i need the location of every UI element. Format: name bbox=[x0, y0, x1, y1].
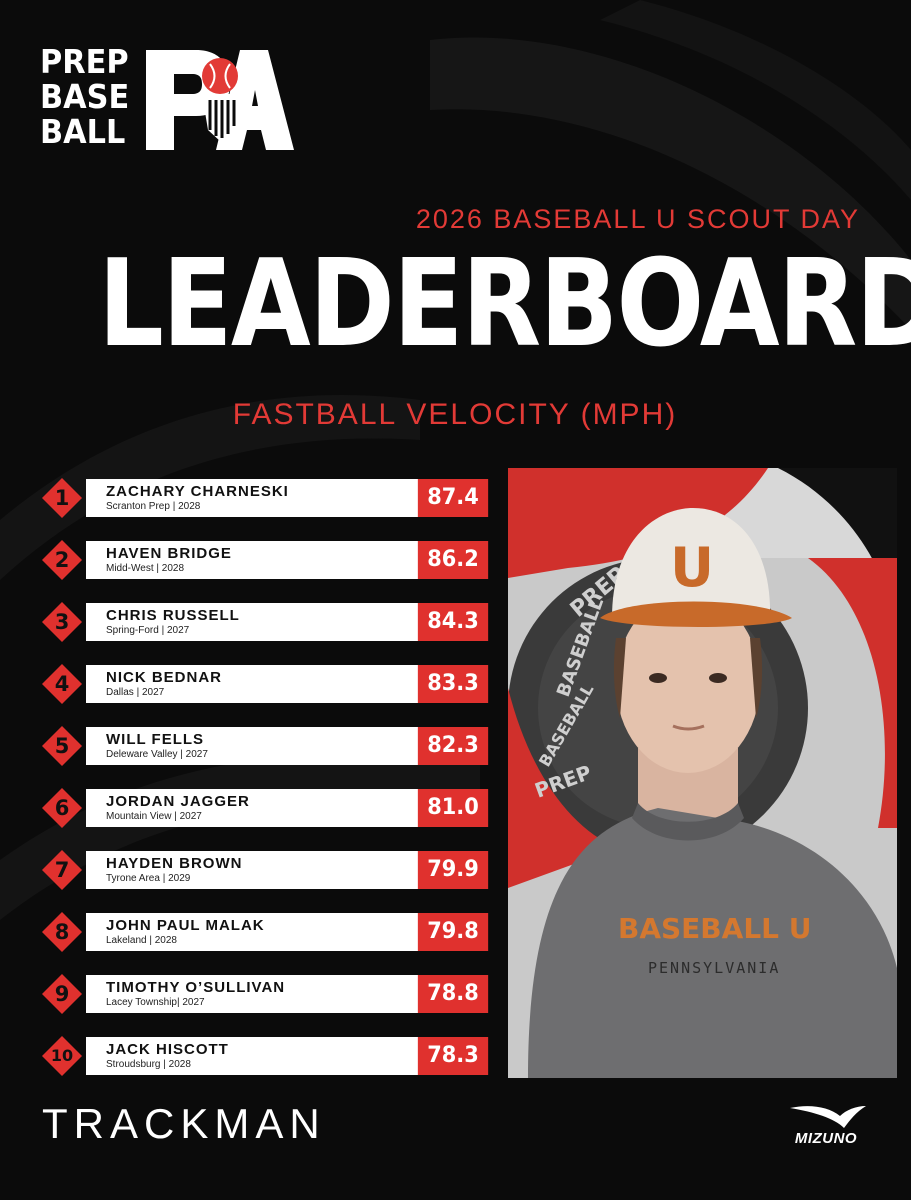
leaderboard-row: 7 HAYDEN BROWN Tyrone Area | 2029 79.9 bbox=[42, 850, 492, 890]
player-name: JORDAN JAGGER bbox=[106, 793, 250, 810]
player-school-year: Spring-Ford | 2027 bbox=[106, 625, 190, 636]
logo-word: PREP bbox=[40, 42, 129, 81]
velocity-value: 78.3 bbox=[417, 1037, 489, 1075]
velocity-value: 87.4 bbox=[417, 479, 489, 517]
rank-badge: 3 bbox=[42, 602, 82, 642]
rank-number: 10 bbox=[50, 1046, 74, 1065]
player-school-year: Dallas | 2027 bbox=[106, 687, 165, 698]
player-info: TIMOTHY O’SULLIVAN Lacey Township| 2027 bbox=[86, 975, 456, 1013]
shirt-text: BASEBALL U bbox=[618, 912, 811, 945]
player-name: WILL FELLS bbox=[106, 731, 205, 748]
player-info: JACK HISCOTT Stroudsburg | 2028 bbox=[86, 1037, 456, 1075]
rank-badge: 6 bbox=[42, 788, 82, 828]
leaderboard-title: LEADERBOARD bbox=[98, 235, 911, 374]
leaderboard-row: 4 NICK BEDNAR Dallas | 2027 83.3 bbox=[42, 664, 492, 704]
velocity-value: 78.8 bbox=[417, 975, 489, 1013]
rank-number: 7 bbox=[54, 858, 70, 882]
mizuno-wordmark: MIZUNO bbox=[794, 1130, 858, 1147]
player-info: JORDAN JAGGER Mountain View | 2027 bbox=[86, 789, 456, 827]
prep-baseball-logo: PREP BASE BALL bbox=[40, 44, 300, 154]
leaderboard-row: 5 WILL FELLS Deleware Valley | 2027 82.3 bbox=[42, 726, 492, 766]
velocity-value: 81.0 bbox=[417, 789, 489, 827]
rank-badge: 1 bbox=[42, 478, 82, 518]
leaderboard-row: 8 JOHN PAUL MALAK Lakeland | 2028 79.8 bbox=[42, 912, 492, 952]
player-photo: PREP BASEBALL PREP BASEBALL U BASEBALL U… bbox=[508, 468, 897, 1078]
player-info: JOHN PAUL MALAK Lakeland | 2028 bbox=[86, 913, 456, 951]
player-photo-illustration: PREP BASEBALL PREP BASEBALL U BASEBALL U… bbox=[508, 468, 897, 1078]
leaderboard-row: 1 ZACHARY CHARNESKI Scranton Prep | 2028… bbox=[42, 478, 492, 518]
player-name: JACK HISCOTT bbox=[106, 1041, 229, 1058]
player-name: HAVEN BRIDGE bbox=[106, 545, 232, 562]
player-info: NICK BEDNAR Dallas | 2027 bbox=[86, 665, 456, 703]
cap-logo: U bbox=[670, 536, 714, 599]
player-name: JOHN PAUL MALAK bbox=[106, 917, 265, 934]
rank-number: 9 bbox=[54, 982, 70, 1006]
logo-wordmark: PREP BASE BALL bbox=[40, 44, 140, 149]
player-name: HAYDEN BROWN bbox=[106, 855, 243, 872]
velocity-value: 86.2 bbox=[417, 541, 489, 579]
trackman-logo: TRACKMAN bbox=[42, 1100, 326, 1147]
leaderboard-row: 2 HAVEN BRIDGE Midd-West | 2028 86.2 bbox=[42, 540, 492, 580]
logo-word: BASE bbox=[40, 77, 130, 116]
velocity-value: 79.8 bbox=[417, 913, 489, 951]
metric-title: FASTBALL VELOCITY (MPH) bbox=[232, 398, 678, 431]
event-title: 2026 BASEBALL U SCOUT DAY bbox=[415, 204, 860, 234]
velocity-value: 82.3 bbox=[417, 727, 489, 765]
rank-number: 6 bbox=[54, 796, 70, 820]
rank-badge: 8 bbox=[42, 912, 82, 952]
leaderboard-row: 10 JACK HISCOTT Stroudsburg | 2028 78.3 bbox=[42, 1036, 492, 1076]
player-name: CHRIS RUSSELL bbox=[106, 607, 240, 624]
player-info: ZACHARY CHARNESKI Scranton Prep | 2028 bbox=[86, 479, 456, 517]
player-school-year: Midd-West | 2028 bbox=[106, 563, 185, 574]
rank-number: 3 bbox=[54, 610, 70, 634]
velocity-value: 84.3 bbox=[417, 603, 489, 641]
leaderboard-row: 6 JORDAN JAGGER Mountain View | 2027 81.… bbox=[42, 788, 492, 828]
rank-number: 5 bbox=[54, 734, 70, 758]
pa-logo-mark-icon bbox=[146, 50, 294, 150]
rank-badge: 2 bbox=[42, 540, 82, 580]
player-info: WILL FELLS Deleware Valley | 2027 bbox=[86, 727, 456, 765]
player-info: HAVEN BRIDGE Midd-West | 2028 bbox=[86, 541, 456, 579]
player-name: TIMOTHY O’SULLIVAN bbox=[106, 979, 286, 996]
rank-badge: 4 bbox=[42, 664, 82, 704]
player-school-year: Tyrone Area | 2029 bbox=[106, 873, 191, 884]
player-school-year: Mountain View | 2027 bbox=[106, 811, 202, 822]
player-school-year: Stroudsburg | 2028 bbox=[106, 1059, 191, 1070]
logo-word: BALL bbox=[40, 112, 126, 151]
rank-badge: 10 bbox=[42, 1036, 82, 1076]
player-school-year: Lakeland | 2028 bbox=[106, 935, 177, 946]
player-name: ZACHARY CHARNESKI bbox=[106, 483, 289, 500]
leaderboard-list: 1 ZACHARY CHARNESKI Scranton Prep | 2028… bbox=[42, 478, 492, 1099]
mizuno-logo: MIZUNO bbox=[780, 1102, 872, 1150]
player-school-year: Lacey Township| 2027 bbox=[106, 997, 205, 1008]
player-name: NICK BEDNAR bbox=[106, 669, 222, 686]
rank-number: 2 bbox=[54, 548, 70, 572]
rank-number: 1 bbox=[54, 486, 70, 510]
velocity-value: 83.3 bbox=[417, 665, 489, 703]
player-school-year: Deleware Valley | 2027 bbox=[106, 749, 208, 760]
rank-badge: 5 bbox=[42, 726, 82, 766]
leaderboard-row: 9 TIMOTHY O’SULLIVAN Lacey Township| 202… bbox=[42, 974, 492, 1014]
player-info: CHRIS RUSSELL Spring-Ford | 2027 bbox=[86, 603, 456, 641]
rank-badge: 7 bbox=[42, 850, 82, 890]
shirt-subtext: PENNSYLVANIA bbox=[648, 959, 780, 977]
player-info: HAYDEN BROWN Tyrone Area | 2029 bbox=[86, 851, 456, 889]
player-school-year: Scranton Prep | 2028 bbox=[106, 501, 201, 512]
rank-number: 8 bbox=[54, 920, 70, 944]
rank-badge: 9 bbox=[42, 974, 82, 1014]
mizuno-runbird-icon bbox=[790, 1106, 866, 1128]
leaderboard-row: 3 CHRIS RUSSELL Spring-Ford | 2027 84.3 bbox=[42, 602, 492, 642]
velocity-value: 79.9 bbox=[417, 851, 489, 889]
rank-number: 4 bbox=[54, 672, 70, 696]
